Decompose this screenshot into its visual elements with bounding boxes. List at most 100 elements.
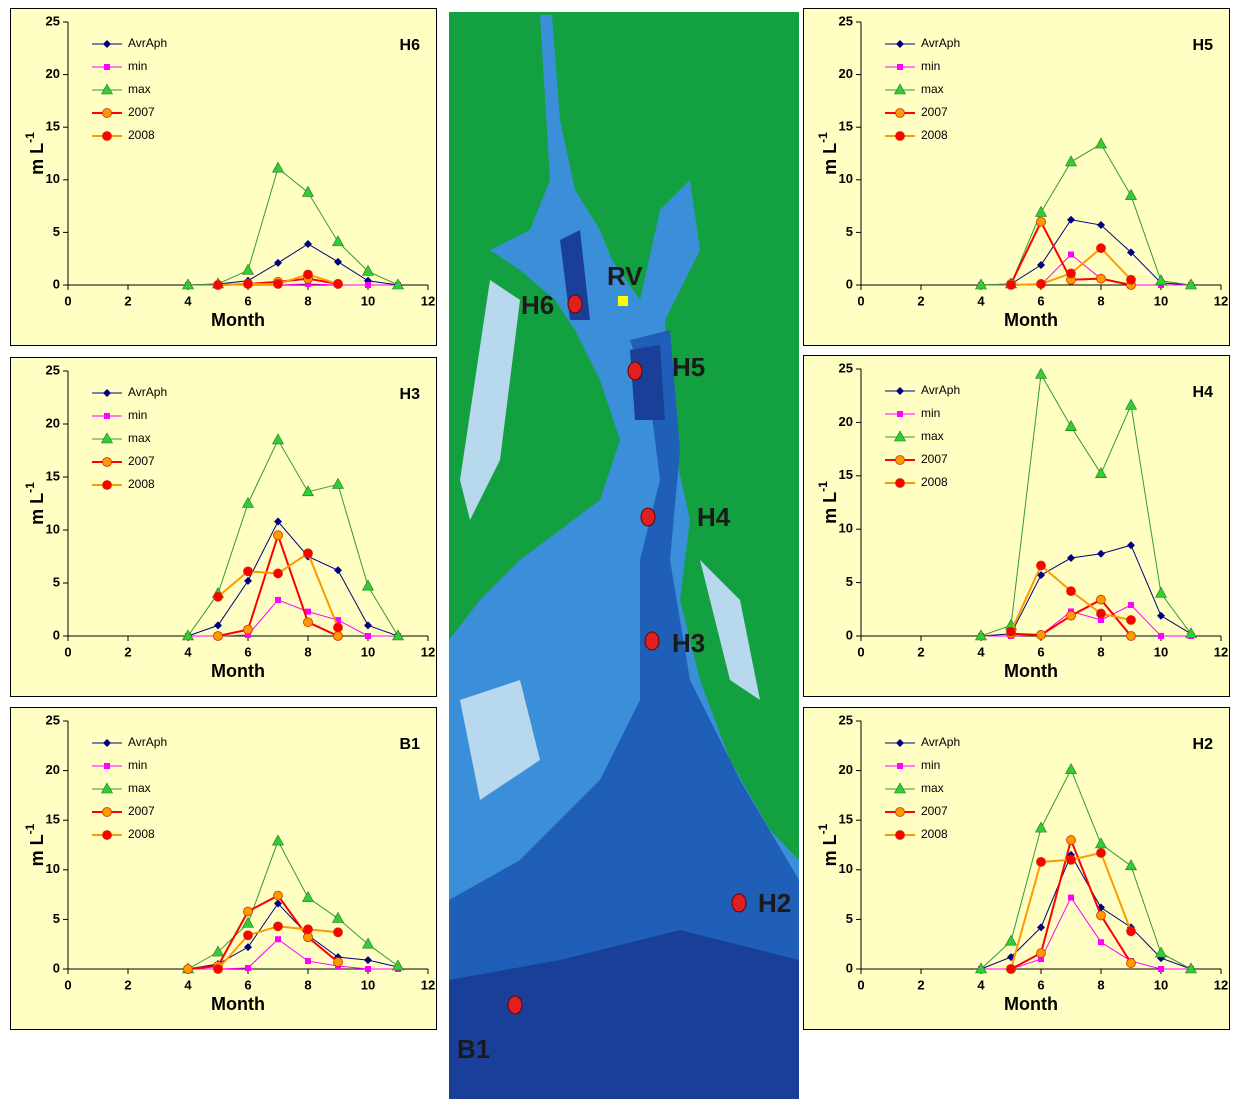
x-tick-label: 6 (244, 293, 251, 308)
legend-label: 2008 (921, 475, 948, 489)
marker (1037, 279, 1046, 288)
marker (1127, 632, 1136, 641)
marker (1097, 274, 1106, 283)
y-label-main: m L (820, 834, 840, 866)
marker (1037, 217, 1046, 226)
map-label: H3 (672, 628, 705, 658)
x-tick-label: 2 (124, 293, 131, 308)
marker (334, 958, 343, 967)
chart-panel: 0510152025024681012Monthm L-1H4AvrAphmin… (804, 356, 1230, 697)
legend-marker (104, 413, 110, 419)
x-tick-label: 2 (124, 977, 131, 992)
legend-label: min (128, 59, 147, 73)
marker (275, 597, 281, 603)
y-label-sup: -1 (816, 481, 830, 492)
marker (274, 922, 283, 931)
map-label: H2 (758, 888, 791, 918)
y-label-main: m L (27, 493, 47, 525)
marker (1007, 965, 1016, 974)
y-tick-label: 20 (839, 66, 853, 81)
marker (304, 270, 313, 279)
x-tick-label: 8 (304, 977, 311, 992)
x-tick-label: 0 (64, 293, 71, 308)
y-label-main: m L (27, 143, 47, 175)
legend-label: 2008 (128, 128, 155, 142)
x-axis-label: Month (211, 994, 265, 1014)
y-tick-label: 0 (846, 960, 853, 975)
station-title: H6 (400, 37, 421, 54)
marker (1127, 275, 1136, 284)
y-label-main: m L (820, 143, 840, 175)
x-tick-label: 8 (1097, 644, 1104, 659)
marker (1128, 602, 1134, 608)
x-tick-label: 10 (1154, 644, 1168, 659)
legend-marker (104, 64, 110, 70)
legend-label: max (128, 82, 151, 96)
legend-label: AvrAph (921, 36, 960, 50)
x-axis-label: Month (1004, 310, 1058, 330)
y-tick-label: 5 (53, 224, 60, 239)
legend-label: 2007 (128, 804, 155, 818)
marker (334, 632, 343, 641)
station-dot (508, 996, 522, 1014)
marker (244, 567, 253, 576)
legend-label: AvrAph (921, 735, 960, 749)
y-tick-label: 0 (846, 627, 853, 642)
station-title: H5 (1193, 37, 1214, 54)
legend-marker (896, 831, 905, 840)
y-label-sup: -1 (23, 823, 37, 834)
marker (334, 279, 343, 288)
legend-label: AvrAph (128, 36, 167, 50)
legend-marker (896, 479, 905, 488)
marker (304, 925, 313, 934)
legend-label: 2008 (128, 827, 155, 841)
marker (214, 965, 223, 974)
x-tick-label: 4 (977, 644, 985, 659)
x-tick-label: 10 (361, 293, 375, 308)
map-label: H4 (697, 502, 731, 532)
y-tick-label: 25 (839, 712, 853, 727)
y-tick-label: 20 (46, 66, 60, 81)
legend-marker (897, 411, 903, 417)
marker (1007, 627, 1016, 636)
x-tick-label: 0 (857, 644, 864, 659)
marker (214, 592, 223, 601)
legend-marker (103, 481, 112, 490)
marker (1097, 609, 1106, 618)
marker (1067, 836, 1076, 845)
y-label-main: m L (820, 492, 840, 524)
legend-label: min (128, 408, 147, 422)
marker (214, 632, 223, 641)
x-tick-label: 6 (1037, 977, 1044, 992)
marker (1068, 895, 1074, 901)
station-title: B1 (400, 736, 421, 753)
marker (1037, 857, 1046, 866)
marker (1158, 633, 1164, 639)
y-tick-label: 25 (46, 712, 60, 727)
legend-label: min (921, 59, 940, 73)
legend-label: 2008 (921, 128, 948, 142)
legend-label: AvrAph (921, 383, 960, 397)
legend-marker (896, 808, 905, 817)
x-tick-label: 10 (1154, 293, 1168, 308)
x-axis-label: Month (211, 661, 265, 681)
x-tick-label: 12 (1214, 977, 1228, 992)
marker (304, 549, 313, 558)
marker (244, 931, 253, 940)
legend-marker (104, 763, 110, 769)
station-title: H4 (1193, 384, 1214, 401)
marker (1097, 911, 1106, 920)
marker (334, 623, 343, 632)
legend-label: min (128, 758, 147, 772)
x-tick-label: 0 (64, 977, 71, 992)
y-tick-label: 10 (46, 171, 60, 186)
y-tick-label: 10 (46, 861, 60, 876)
x-tick-label: 4 (184, 644, 192, 659)
x-tick-label: 10 (361, 644, 375, 659)
y-tick-label: 10 (839, 521, 853, 536)
y-tick-label: 20 (46, 762, 60, 777)
legend-label: max (128, 781, 151, 795)
